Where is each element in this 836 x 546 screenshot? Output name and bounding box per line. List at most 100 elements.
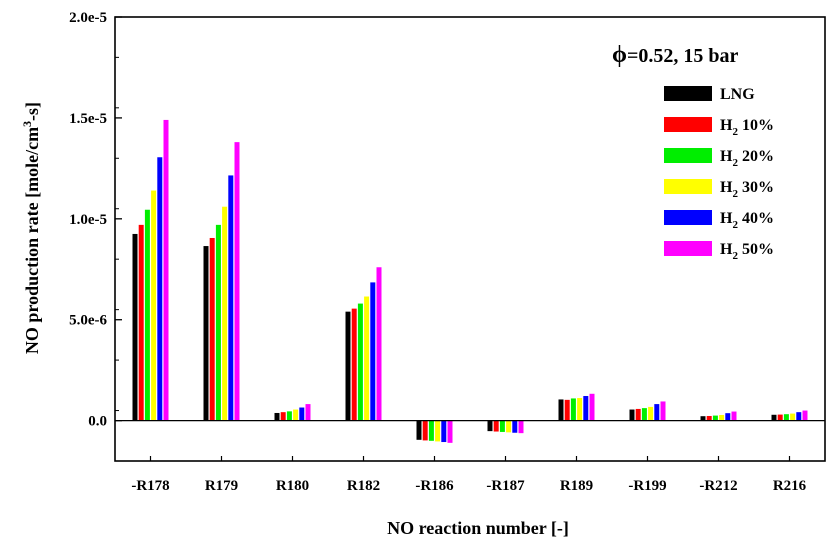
x-tick-label: -R186 — [415, 478, 454, 494]
y-axis-label-main: NO production rate [mole/cm — [22, 127, 42, 354]
bar--R186-series-3 — [435, 420, 441, 442]
y-tick-label: 0.0 — [88, 414, 107, 430]
legend-name: H — [720, 210, 733, 227]
bar-R182-series-3 — [364, 296, 370, 421]
bar--R199-series-0 — [629, 409, 635, 421]
y-tick-label: 2.0e-5 — [69, 10, 107, 26]
x-tick-label: -R212 — [699, 478, 737, 494]
bar-R189-series-4 — [583, 396, 589, 421]
bar--R178-series-4 — [157, 157, 163, 421]
bar--R186-series-4 — [441, 420, 447, 443]
axes: -R178 R179 R180 R182 -R186 -R187 R189 -R199 -R21… — [69, 10, 826, 494]
bar-R182-series-4 — [370, 282, 376, 421]
legend-swatch-2 — [664, 148, 712, 163]
bar--R178-series-0 — [132, 233, 138, 421]
phi-symbol: ϕ — [612, 42, 627, 68]
legend-suffix: 30% — [738, 179, 774, 196]
x-tick-label: R216 — [773, 478, 807, 494]
x-tick-label: R182 — [347, 478, 380, 494]
bar--R178-series-5 — [163, 119, 169, 421]
legend-swatch-1 — [664, 117, 712, 132]
bar--R178-series-3 — [151, 190, 157, 421]
y-axis-label: NO production rate [mole/cm3-s] — [20, 102, 42, 354]
bar--R212-series-2 — [712, 415, 718, 421]
bar-R216-series-3 — [790, 413, 796, 421]
legend-name: H — [720, 117, 733, 134]
legend-suffix: 20% — [738, 148, 774, 165]
bar-R216-series-5 — [802, 410, 808, 421]
legend-subscript: 2 — [732, 188, 738, 200]
bar--R187-series-1 — [493, 420, 499, 432]
bar--R186-series-0 — [416, 420, 422, 440]
legend-entry-5: H2 50% — [720, 241, 774, 262]
bar-R179-series-4 — [228, 175, 234, 421]
legend-suffix: 10% — [738, 117, 774, 134]
bar--R187-series-2 — [499, 420, 505, 432]
bar--R186-series-2 — [428, 420, 434, 441]
bar-R216-series-2 — [783, 414, 789, 421]
legend-entry-0: LNG — [720, 86, 755, 103]
bar--R212-series-4 — [725, 413, 731, 421]
y-tick-label: 1.5e-5 — [69, 111, 107, 127]
legend-swatch-5 — [664, 241, 712, 256]
bar-R180-series-2 — [286, 411, 292, 421]
x-tick-label: -R199 — [628, 478, 666, 494]
bar--R199-series-2 — [641, 408, 647, 421]
bar-R180-series-4 — [299, 407, 305, 421]
bar--R199-series-1 — [635, 408, 641, 421]
legend-swatch-3 — [664, 179, 712, 194]
bar-R182-series-2 — [357, 303, 363, 421]
bar-R180-series-5 — [305, 404, 311, 421]
bar--R212-series-0 — [700, 416, 706, 421]
bar-R189-series-3 — [577, 398, 583, 421]
bar-R189-series-5 — [589, 393, 595, 421]
bar--R186-series-5 — [447, 420, 453, 443]
condition-annotation: ϕ=0.52, 15 bar — [612, 42, 739, 68]
bar-R179-series-5 — [234, 142, 240, 421]
x-tick-label: R189 — [560, 478, 593, 494]
legend-name: H — [720, 241, 733, 258]
legend-name: H — [720, 179, 733, 196]
bar-R182-series-1 — [351, 308, 357, 421]
y-axis-label-superscript: 3 — [20, 121, 34, 127]
legend-entry-1: H2 10% — [720, 117, 774, 138]
bar--R212-series-3 — [719, 414, 725, 421]
bar-R216-series-4 — [796, 412, 802, 421]
legend-suffix: 50% — [738, 241, 774, 258]
bar-R180-series-1 — [280, 412, 286, 421]
y-tick-label: 1.0e-5 — [69, 212, 107, 228]
legend-swatch-4 — [664, 210, 712, 225]
legend-entry-4: H2 40% — [720, 210, 774, 231]
bar-R179-series-1 — [209, 237, 215, 421]
bar--R186-series-1 — [422, 420, 428, 441]
bar-R179-series-0 — [203, 246, 209, 421]
condition-text: =0.52, 15 bar — [627, 45, 739, 67]
y-tick-label: 5.0e-6 — [69, 313, 107, 329]
legend-suffix: 40% — [738, 210, 774, 227]
plot-area — [132, 119, 808, 443]
bar--R187-series-0 — [487, 420, 493, 432]
x-axis-label: NO reaction number [-] — [387, 518, 569, 538]
bar--R199-series-4 — [654, 404, 660, 421]
plot-frame — [114, 16, 826, 462]
bar-R189-series-2 — [570, 398, 576, 421]
bar-R189-series-1 — [564, 399, 570, 421]
bar-R179-series-3 — [222, 206, 228, 421]
bar--R187-series-3 — [506, 420, 512, 433]
y-axis-label-suffix: -s] — [22, 102, 42, 121]
bar-R216-series-0 — [771, 414, 777, 421]
legend-subscript: 2 — [732, 157, 738, 169]
legend-subscript: 2 — [732, 219, 738, 231]
bar--R178-series-1 — [138, 224, 144, 421]
legend-name: H — [720, 148, 733, 165]
bar-R179-series-2 — [215, 224, 221, 421]
x-tick-label: R179 — [205, 478, 238, 494]
bar--R199-series-5 — [660, 401, 666, 421]
bar-R182-series-0 — [345, 311, 351, 421]
x-tick-label: -R178 — [131, 478, 169, 494]
bar--R212-series-1 — [706, 415, 712, 421]
legend-subscript: 2 — [732, 126, 738, 138]
x-tick-label: -R187 — [486, 478, 525, 494]
bar-R216-series-1 — [777, 414, 783, 421]
